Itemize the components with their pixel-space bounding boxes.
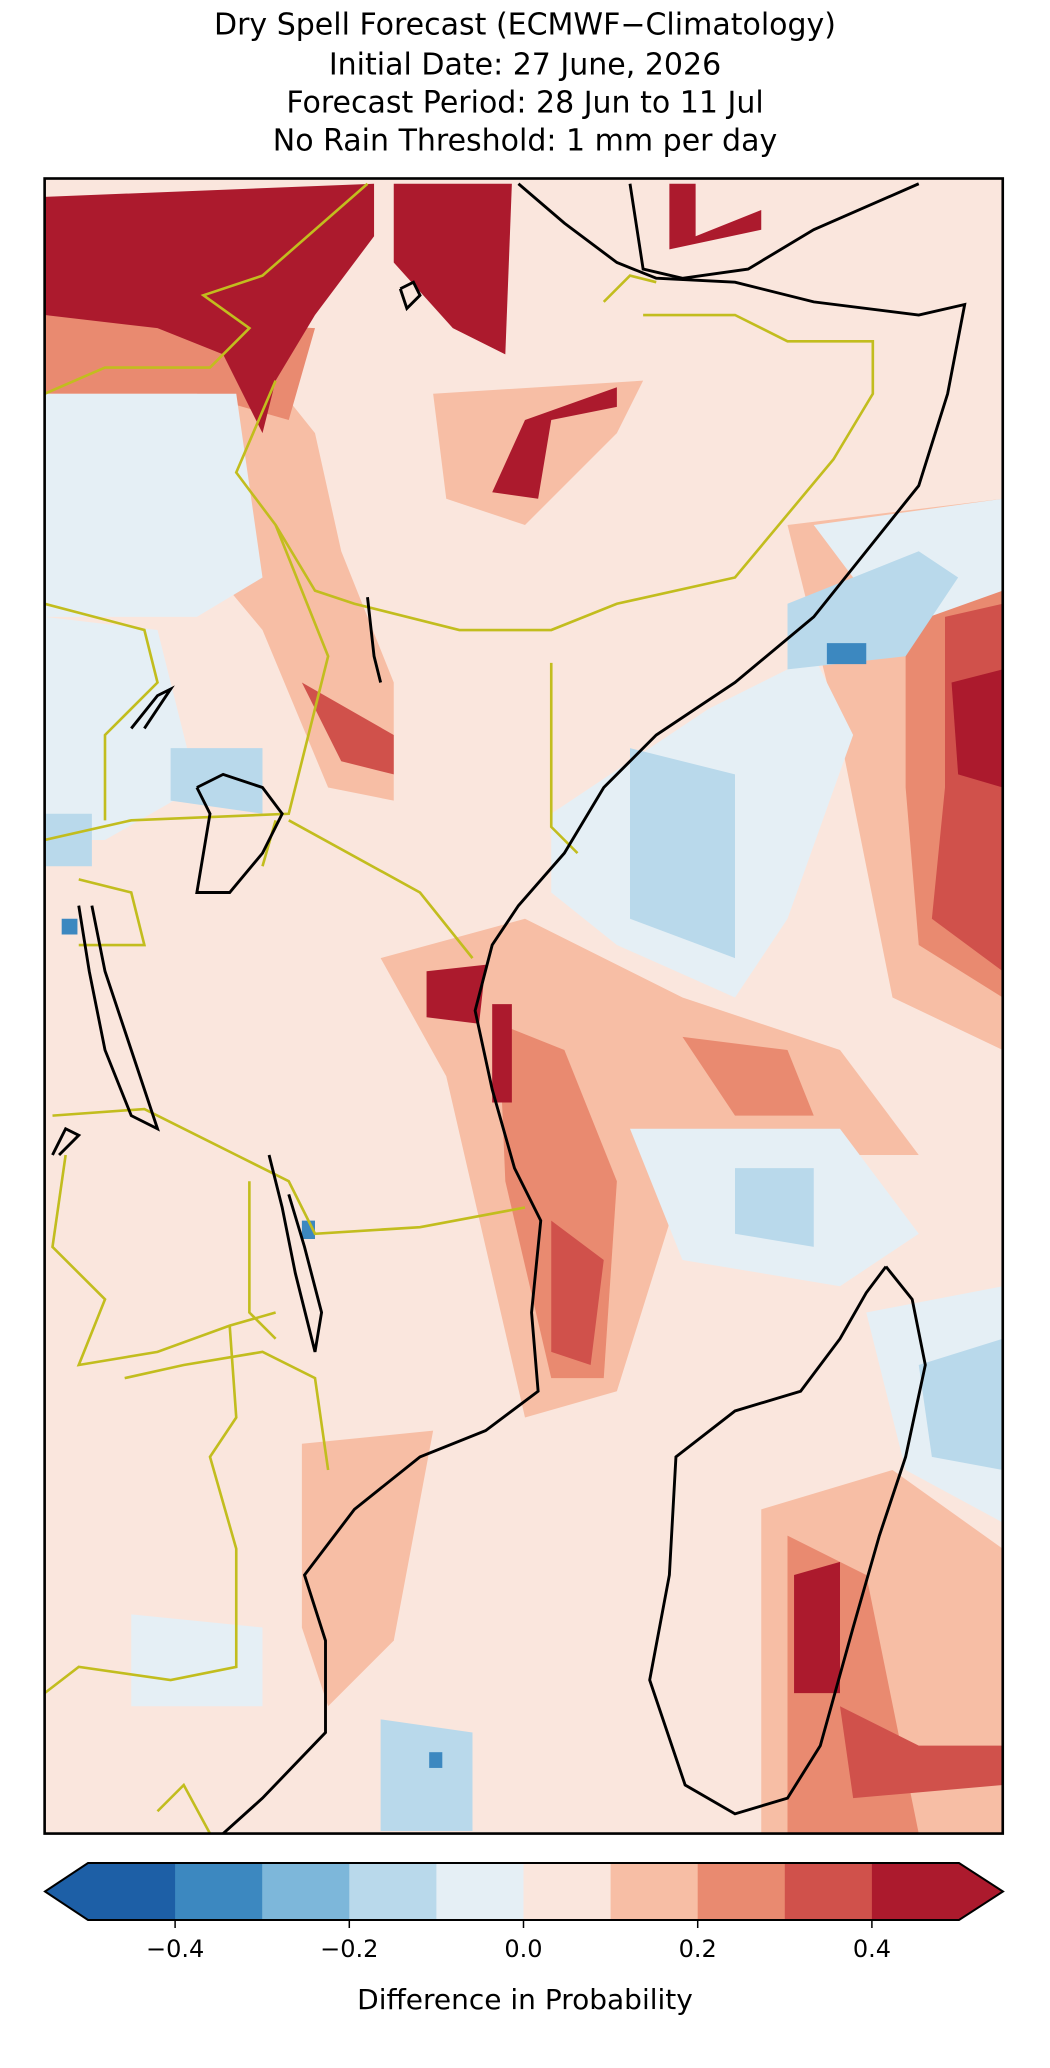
strong-negative-areas — [61, 643, 867, 1768]
title-line: Forecast Period: 28 Jun to 11 Jul — [286, 86, 763, 121]
colorbar-segment — [88, 1863, 176, 1920]
colorbar-segment — [610, 1863, 699, 1920]
colorbar-outline — [43, 1862, 1005, 1921]
colorbar-extend-low — [45, 1863, 88, 1920]
colorbar: −0.4 −0.2 0.0 0.2 0.4 — [43, 1862, 1005, 1963]
tick-label: −0.2 — [320, 1935, 378, 1963]
title-line: No Rain Threshold: 1 mm per day — [273, 124, 777, 159]
tick-label: 0.4 — [853, 1935, 891, 1963]
coastlines — [51, 182, 967, 1834]
title-line: Dry Spell Forecast (ECMWF−Climatology) — [214, 8, 836, 43]
very-strong-positive-areas — [44, 183, 1003, 1694]
colorbar-segment — [349, 1863, 437, 1920]
colorbar-segment — [871, 1863, 960, 1920]
colorbar-segment — [697, 1863, 786, 1920]
map-frame — [43, 177, 1005, 1835]
tick-label: −0.4 — [146, 1935, 204, 1963]
colorbar-label: Difference in Probability — [357, 1983, 693, 2016]
map — [43, 177, 1005, 1835]
tick-label: 0.0 — [504, 1935, 542, 1963]
tick-label: 0.2 — [679, 1935, 717, 1963]
colorbar-segment — [523, 1863, 612, 1920]
colorbar-segment — [436, 1863, 524, 1920]
colorbar-extend-high — [959, 1863, 1003, 1920]
colorbar-segment — [262, 1863, 350, 1920]
colorbar-segment — [175, 1863, 263, 1920]
colorbar-segment — [784, 1863, 873, 1920]
country-borders — [44, 182, 875, 1834]
title-line: Initial Date: 27 June, 2026 — [329, 48, 721, 83]
moderate-negative-areas — [44, 551, 1003, 1831]
